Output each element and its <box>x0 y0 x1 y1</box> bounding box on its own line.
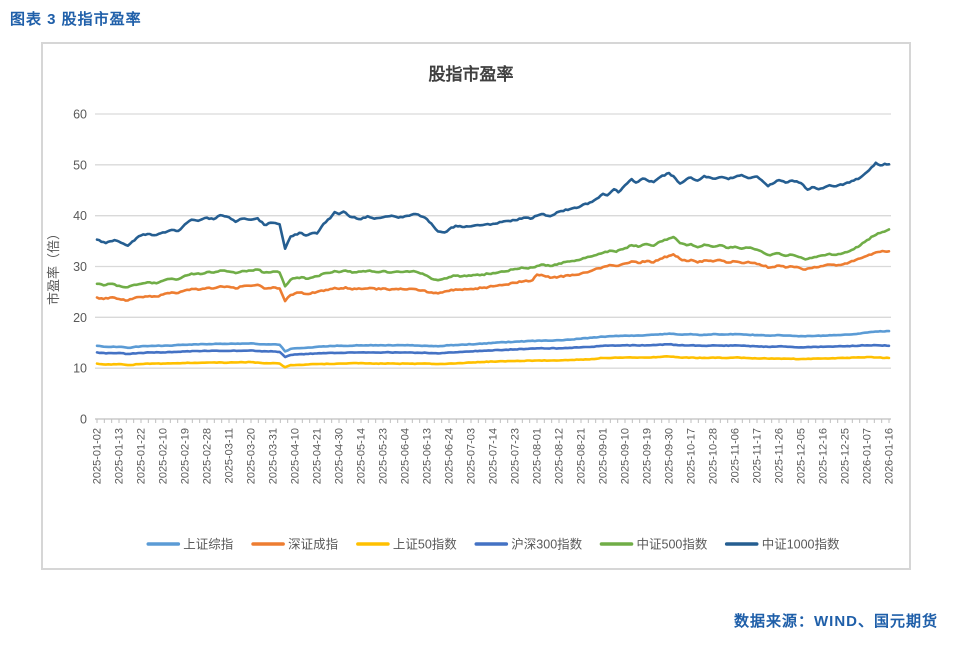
svg-text:40: 40 <box>73 209 87 223</box>
chart-frame: 股指市盈率 0 10 20 30 40 50 60 市盈率（倍） 2025-01-02 2025-0… <box>41 42 911 570</box>
svg-text:2025-09-30: 2025-09-30 <box>664 428 676 484</box>
svg-text:2025-07-03: 2025-07-03 <box>466 428 478 484</box>
gridlines <box>95 113 891 369</box>
legend-label-上证50指数: 上证50指数 <box>393 537 457 552</box>
svg-text:2025-03-20: 2025-03-20 <box>246 428 258 484</box>
svg-text:2025-06-24: 2025-06-24 <box>444 428 456 484</box>
svg-text:2025-11-06: 2025-11-06 <box>730 428 742 483</box>
series-line-上证综指 <box>95 329 891 353</box>
x-axis <box>95 418 891 423</box>
series-line-中证1000指数 <box>95 161 891 250</box>
svg-text:20: 20 <box>73 311 87 325</box>
figure-caption: 图表 3 股指市盈率 <box>10 11 142 28</box>
x-axis-labels: 2025-01-02 2025-01-13 2025-01-22 2025-02-10… <box>92 428 896 484</box>
svg-text:2025-12-25: 2025-12-25 <box>840 428 852 484</box>
series-line-上证50指数 <box>95 354 891 369</box>
svg-text:60: 60 <box>73 108 87 122</box>
svg-text:2026-01-07: 2026-01-07 <box>862 428 874 484</box>
svg-text:2025-01-13: 2025-01-13 <box>114 428 126 484</box>
svg-text:2025-07-14: 2025-07-14 <box>488 428 500 484</box>
svg-text:2025-04-30: 2025-04-30 <box>334 428 346 484</box>
svg-text:2025-01-22: 2025-01-22 <box>136 428 148 484</box>
svg-text:2025-04-10: 2025-04-10 <box>290 428 302 484</box>
svg-text:2025-11-17: 2025-11-17 <box>752 428 764 483</box>
svg-text:2025-10-28: 2025-10-28 <box>708 428 720 484</box>
legend-label-中证500指数: 中证500指数 <box>637 537 708 552</box>
svg-text:2025-05-23: 2025-05-23 <box>378 428 390 484</box>
series-line-沪深300指数 <box>95 342 891 359</box>
svg-text:2025-03-11: 2025-03-11 <box>224 428 236 483</box>
svg-text:2025-03-31: 2025-03-31 <box>268 428 280 484</box>
svg-text:2026-01-16: 2026-01-16 <box>884 428 896 484</box>
svg-text:2025-12-05: 2025-12-05 <box>796 428 808 484</box>
svg-text:2025-02-19: 2025-02-19 <box>180 428 192 484</box>
svg-text:50: 50 <box>73 158 87 172</box>
svg-text:2025-02-10: 2025-02-10 <box>158 428 170 484</box>
svg-text:2025-01-02: 2025-01-02 <box>92 428 104 484</box>
svg-text:2025-04-21: 2025-04-21 <box>312 428 324 484</box>
legend-label-上证综指: 上证综指 <box>183 537 233 552</box>
svg-text:2025-06-13: 2025-06-13 <box>422 428 434 484</box>
svg-text:2025-11-26: 2025-11-26 <box>774 428 786 483</box>
svg-text:2025-08-01: 2025-08-01 <box>532 428 544 484</box>
series-line-中证500指数 <box>95 228 891 289</box>
legend-label-沪深300指数: 沪深300指数 <box>511 537 582 552</box>
chart-title: 股指市盈率 <box>429 64 514 84</box>
svg-text:2025-05-14: 2025-05-14 <box>356 428 368 484</box>
svg-text:2025-12-16: 2025-12-16 <box>818 428 830 484</box>
svg-text:2025-02-28: 2025-02-28 <box>202 428 214 484</box>
y-axis-title: 市盈率（倍） <box>46 227 61 305</box>
svg-text:2025-10-17: 2025-10-17 <box>686 428 698 484</box>
svg-text:2025-09-10: 2025-09-10 <box>620 428 632 484</box>
svg-text:2025-08-12: 2025-08-12 <box>554 428 566 484</box>
svg-text:0: 0 <box>80 413 87 427</box>
legend: 上证综指 深证成指 上证50指数 沪深300指数 中证500指数 中证1000指数 <box>146 537 840 552</box>
svg-text:2025-09-19: 2025-09-19 <box>642 428 654 484</box>
legend-label-深证成指: 深证成指 <box>288 537 338 552</box>
source-note: 数据来源：WIND、国元期货 <box>734 613 938 630</box>
legend-label-中证1000指数: 中证1000指数 <box>762 537 840 552</box>
svg-text:10: 10 <box>73 362 87 376</box>
svg-text:2025-06-04: 2025-06-04 <box>400 428 412 484</box>
svg-text:2025-07-23: 2025-07-23 <box>510 428 522 484</box>
svg-text:2025-08-21: 2025-08-21 <box>576 428 588 484</box>
y-axis-labels: 0 10 20 30 40 50 60 <box>73 108 87 427</box>
series-line-深证成指 <box>95 249 891 303</box>
svg-text:30: 30 <box>73 260 87 274</box>
svg-text:2025-09-01: 2025-09-01 <box>598 428 610 484</box>
